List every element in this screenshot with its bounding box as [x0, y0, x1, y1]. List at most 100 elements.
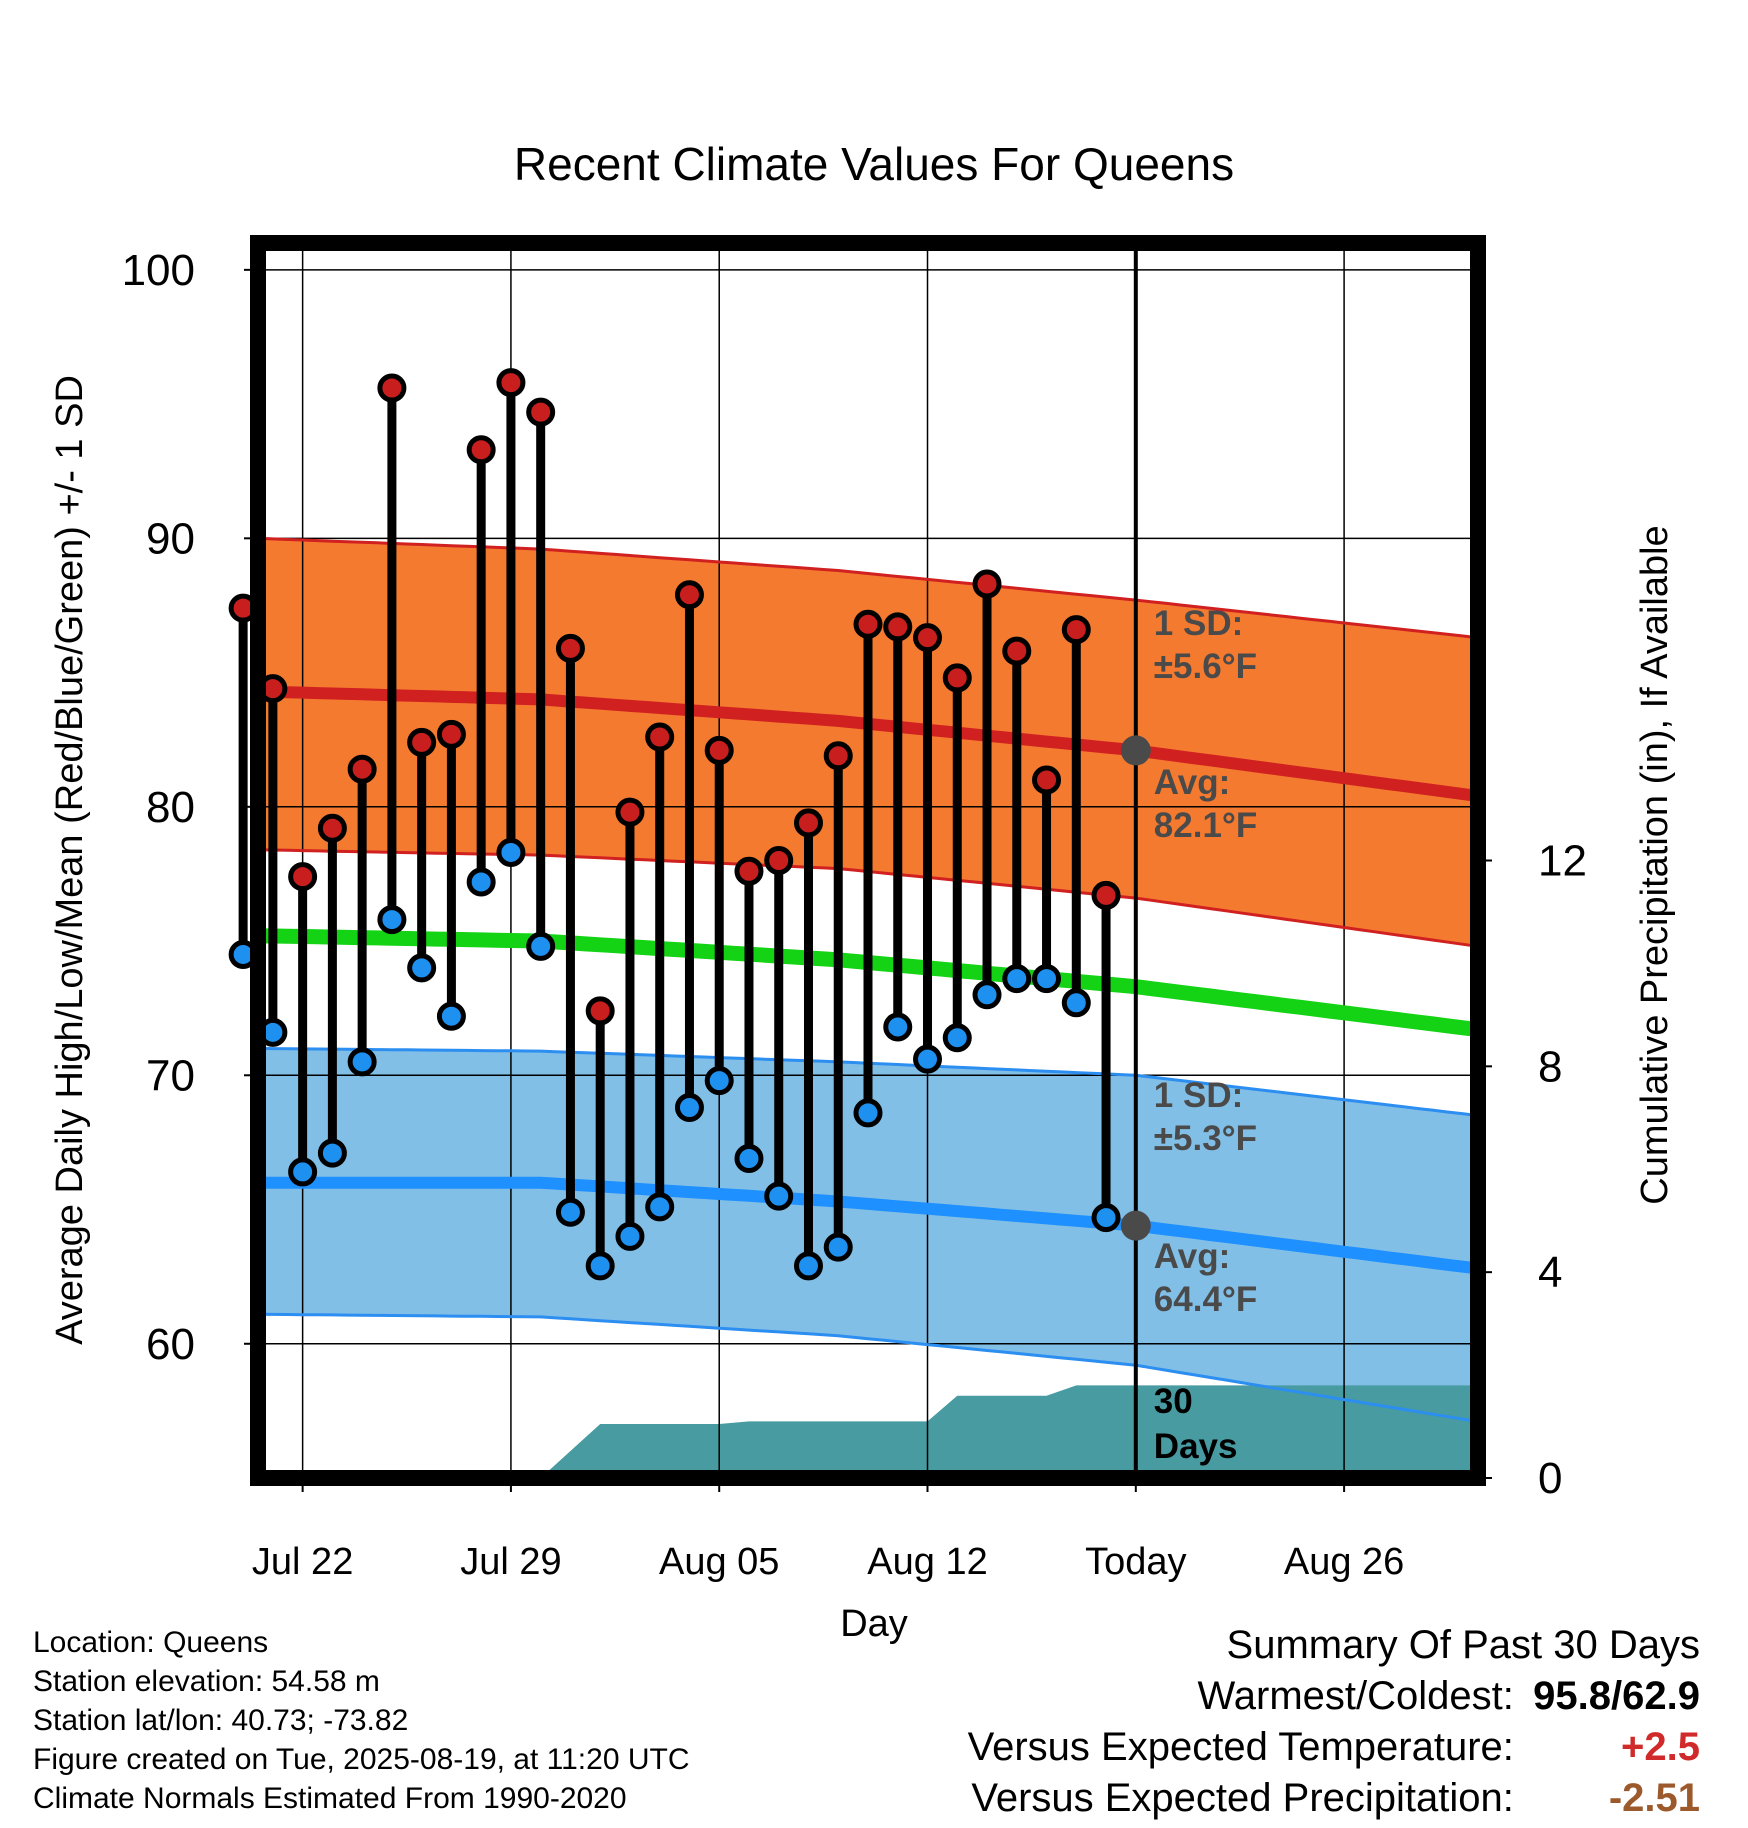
- normal-low-line: [258, 1176, 1479, 1275]
- high-point: [585, 996, 615, 1026]
- low-avg-value: 64.4°F: [1154, 1280, 1258, 1319]
- today-high-marker: [1120, 735, 1151, 766]
- high-point: [853, 609, 883, 639]
- low-point: [347, 1047, 377, 1077]
- high-point: [288, 862, 318, 892]
- normals-text: Climate Normals Estimated From 1990-2020: [33, 1782, 627, 1815]
- high-point: [942, 663, 972, 693]
- x-tick-label: Jul 22: [252, 1541, 353, 1583]
- low-point: [645, 1192, 675, 1222]
- high-point: [883, 612, 913, 642]
- high-point: [972, 569, 1002, 599]
- precip-value: -2.51: [1608, 1776, 1700, 1820]
- y-tick-label: 100: [122, 246, 195, 295]
- low-point: [526, 931, 556, 961]
- today-low-marker: [1120, 1210, 1151, 1241]
- high-point: [466, 435, 496, 465]
- temp-label: Versus Expected Temperature:: [967, 1725, 1514, 1769]
- warm-cold-value: 95.8/62.9: [1525, 1671, 1700, 1722]
- high-sd-value: ±5.6°F: [1154, 647, 1257, 686]
- high-point: [1002, 636, 1032, 666]
- summary-warm-cold: Warmest/Coldest: 95.8/62.9: [968, 1671, 1701, 1722]
- high-point: [913, 623, 943, 653]
- low-point: [674, 1093, 704, 1122]
- low-point: [436, 1001, 466, 1031]
- low-point: [764, 1181, 794, 1211]
- low-point: [496, 837, 526, 867]
- station-info: Location: Queens Station elevation: 54.5…: [33, 1623, 690, 1818]
- y2-tick-label: 4: [1538, 1248, 1562, 1297]
- high-point: [1091, 880, 1121, 910]
- precip-fill: [243, 1385, 1479, 1478]
- low-point: [1061, 988, 1091, 1018]
- latlon-text: Station lat/lon: 40.73; -73.82: [33, 1704, 409, 1737]
- y-tick-label: 70: [146, 1051, 195, 1100]
- high-point: [496, 368, 526, 398]
- high-point: [407, 727, 437, 757]
- low-point: [734, 1144, 764, 1174]
- low-point: [555, 1197, 585, 1227]
- low-point: [1091, 1203, 1121, 1233]
- low-sd-value: ±5.3°F: [1154, 1119, 1257, 1158]
- summary-precip: Versus Expected Precipitation: -2.51: [968, 1773, 1700, 1824]
- low-point: [1032, 964, 1062, 994]
- y2-axis-label: Cumulative Precipitation (in), If Availa…: [1634, 525, 1676, 1204]
- x-tick-label: Aug 26: [1284, 1541, 1404, 1583]
- y2-tick-label: 0: [1538, 1454, 1562, 1503]
- low-point: [407, 953, 437, 983]
- high-point: [615, 797, 645, 827]
- low-point: [704, 1066, 734, 1096]
- low-point: [615, 1221, 645, 1251]
- chart-title: Recent Climate Values For Queens: [514, 138, 1234, 190]
- high-point: [704, 735, 734, 765]
- days-label-2: Days: [1154, 1427, 1238, 1466]
- summary-heading: Summary Of Past 30 Days: [1226, 1623, 1700, 1667]
- high-point: [317, 813, 347, 843]
- location-text: Location: Queens: [33, 1626, 269, 1659]
- y2-tick-label: 12: [1538, 837, 1587, 886]
- high-avg-value: 82.1°F: [1154, 806, 1258, 845]
- warm-cold-label: Warmest/Coldest:: [1197, 1674, 1514, 1718]
- summary-panel: Summary Of Past 30 Days Warmest/Coldest:…: [968, 1620, 1700, 1824]
- high-point: [526, 397, 556, 427]
- days-label-1: 30: [1154, 1382, 1193, 1421]
- y-tick-label: 90: [146, 514, 195, 563]
- x-tick-label: Aug 12: [867, 1541, 987, 1583]
- precip-label: Versus Expected Precipitation:: [971, 1776, 1514, 1820]
- high-point: [1032, 765, 1062, 795]
- low-point: [377, 905, 407, 935]
- x-tick-label: Jul 29: [460, 1541, 561, 1583]
- low-point: [913, 1044, 943, 1074]
- precipitation-area: [243, 1385, 1479, 1478]
- y-axis-label: Average Daily High/Low/Mean (Red/Blue/Gr…: [49, 375, 91, 1345]
- x-axis-label: Day: [840, 1603, 908, 1645]
- high-point: [645, 722, 675, 752]
- high-point: [734, 856, 764, 886]
- low-avg-label: Avg:: [1154, 1237, 1230, 1276]
- high-sd-label: 1 SD:: [1154, 604, 1243, 643]
- y-tick-label: 60: [146, 1320, 195, 1369]
- high-point: [793, 808, 823, 838]
- low-point: [823, 1232, 853, 1262]
- low-point: [317, 1138, 347, 1168]
- low-point: [972, 980, 1002, 1010]
- high-point: [436, 719, 466, 749]
- low-lower-edge: [257, 1312, 1479, 1424]
- warmest-value: 95.8: [1533, 1674, 1612, 1718]
- observed-ranges: [228, 368, 1121, 1281]
- x-tick-label: Today: [1085, 1541, 1186, 1583]
- low-sd-band: [258, 1048, 1478, 1422]
- high-upper-edge: [257, 536, 1479, 640]
- high-point: [377, 373, 407, 403]
- low-sd-label: 1 SD:: [1154, 1076, 1243, 1115]
- low-point: [288, 1157, 318, 1187]
- high-avg-label: Avg:: [1154, 763, 1230, 802]
- created-text: Figure created on Tue, 2025-08-19, at 11…: [33, 1743, 690, 1776]
- x-tick-label: Aug 05: [659, 1541, 779, 1583]
- coldest-value: 62.9: [1622, 1674, 1700, 1718]
- high-point: [1061, 615, 1091, 645]
- warm-cold-separator: /: [1611, 1674, 1623, 1718]
- high-point: [674, 580, 704, 610]
